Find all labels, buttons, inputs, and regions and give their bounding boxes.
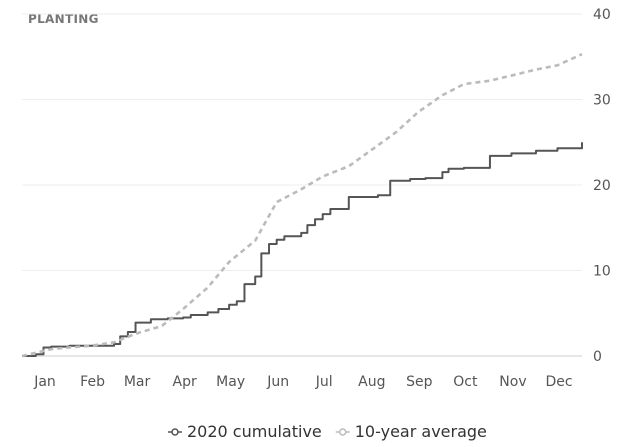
x-tick-label: Dec <box>545 374 572 390</box>
x-tick-label: Feb <box>80 374 105 390</box>
y-tick-label: 40 <box>593 7 611 23</box>
y-tick-label: 0 <box>593 349 602 365</box>
x-tick-label: Apr <box>173 374 197 390</box>
x-tick-label: Nov <box>499 374 526 390</box>
y-tick-label: 20 <box>593 178 611 194</box>
chart-title: PLANTING <box>28 12 99 26</box>
y-tick-label: 10 <box>593 264 611 280</box>
x-tick-label: Aug <box>358 374 385 390</box>
x-tick-label: Sep <box>406 374 433 390</box>
x-tick-label: May <box>216 374 245 390</box>
legend-swatch-marker <box>339 428 347 436</box>
legend-label: 2020 cumulative <box>187 422 322 441</box>
legend-label: 10-year average <box>355 422 487 441</box>
series-line-1 <box>21 53 583 358</box>
x-tick-label: Jan <box>33 374 56 390</box>
series-line-0 <box>22 142 583 357</box>
x-tick-label: Jul <box>315 374 333 390</box>
series-lines <box>21 53 583 358</box>
x-axis-ticks: Jan Feb Mar Apr May Jun Jul Aug Sep Oct Nov Dec <box>33 374 572 390</box>
gridlines <box>22 13 582 357</box>
legend-swatch-marker <box>171 428 179 436</box>
y-axis-ticks: 0 10 20 30 40 <box>593 7 611 365</box>
legend: 2020 cumulative 10-year average <box>168 422 487 441</box>
x-tick-label: Oct <box>453 374 478 390</box>
y-tick-label: 30 <box>593 93 611 109</box>
x-tick-label: Jun <box>266 374 289 390</box>
x-tick-label: Mar <box>124 374 151 390</box>
